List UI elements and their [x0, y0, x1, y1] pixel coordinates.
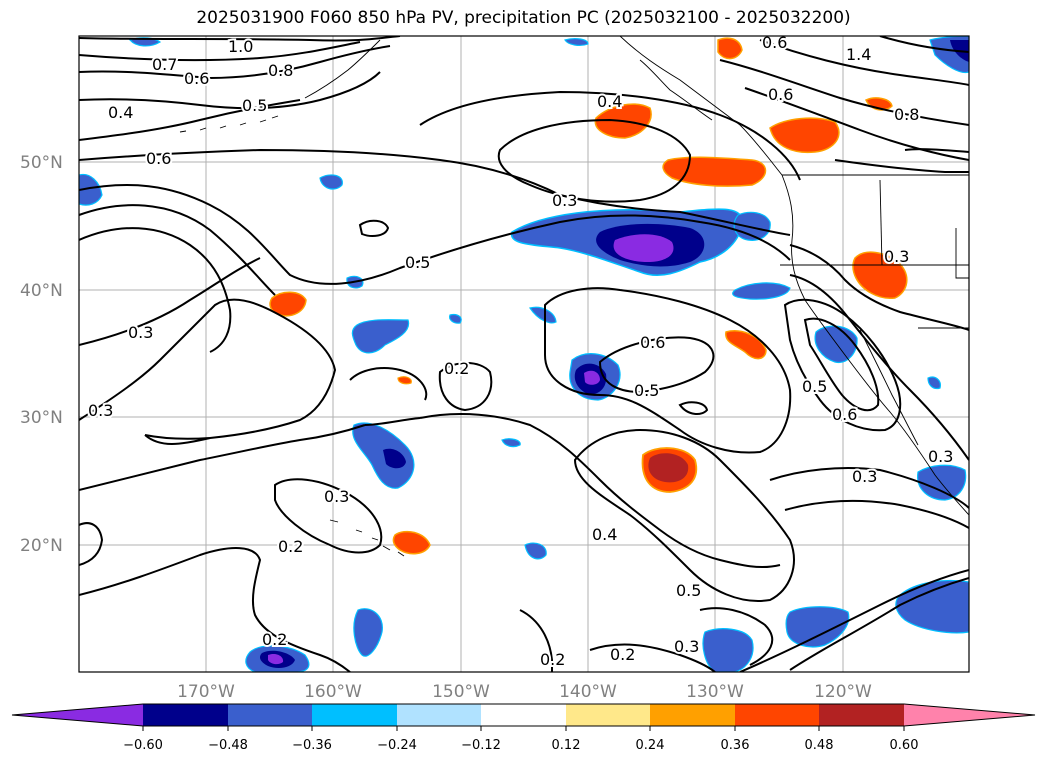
colorbar-segment	[397, 704, 481, 726]
contour-label: 0.8	[894, 105, 919, 124]
graticule	[79, 36, 969, 672]
colorbar-segment	[143, 704, 228, 726]
colorbar-tick-label: −0.24	[377, 738, 417, 753]
contour-label: 0.8	[268, 61, 293, 80]
colorbar-tick-label: 0.48	[805, 738, 834, 753]
colorbar-tick-label: −0.12	[461, 738, 501, 753]
contour-label: 0.4	[597, 92, 622, 111]
longitude-labels: 170°W 160°W 150°W 140°W 130°W 120°W	[177, 682, 872, 702]
colorbar-tick-label: 0.60	[890, 738, 919, 753]
lon-label: 140°W	[559, 682, 617, 702]
lon-label: 160°W	[304, 682, 362, 702]
colorbar-segment	[228, 704, 312, 726]
colorbar-tick-label: 0.24	[636, 738, 665, 753]
lat-label: 30°N	[20, 408, 63, 428]
lon-label: 150°W	[432, 682, 490, 702]
contour-label: 0.3	[928, 447, 953, 466]
pv-contours	[79, 36, 969, 672]
colorbar-segment	[312, 704, 397, 726]
lon-label: 170°W	[177, 682, 235, 702]
contour-label: 0.3	[88, 401, 113, 420]
colorbar: −0.60 −0.48 −0.36 −0.24 −0.12 0.12 0.24 …	[11, 703, 1036, 753]
lat-label: 20°N	[20, 536, 63, 556]
precip-positive	[269, 37, 908, 555]
contour-label: 0.3	[852, 467, 877, 486]
colorbar-segment	[650, 704, 735, 726]
contour-label: 0.3	[674, 637, 699, 656]
colorbar-segment	[819, 704, 904, 726]
contour-label: 0.4	[592, 525, 617, 544]
contour-label: 0.2	[610, 645, 635, 664]
contour-label: 0.7	[152, 55, 177, 74]
map-frame	[78, 35, 970, 673]
contour-label: 0.5	[802, 377, 827, 396]
colorbar-extend-min	[12, 704, 143, 726]
contour-label: 0.6	[184, 69, 209, 88]
colorbar-tick-label: −0.36	[292, 738, 332, 753]
colorbar-tick-label: −0.48	[208, 738, 248, 753]
map-title: 2025031900 F060 850 hPa PV, precipitatio…	[196, 8, 851, 28]
lat-label: 50°N	[20, 153, 63, 173]
colorbar-segment	[481, 704, 566, 726]
contour-label: 0.6	[762, 33, 787, 52]
contour-label: 0.2	[444, 359, 469, 378]
contour-label: 0.3	[884, 247, 909, 266]
contour-label: 0.5	[405, 253, 430, 272]
contour-label: 0.3	[128, 323, 153, 342]
contour-label: 0.5	[676, 581, 701, 600]
lon-label: 130°W	[686, 682, 744, 702]
contour-labels: 1.0 0.7 0.6 0.8 0.5 0.4 1.4 0.6 0.8 0.6 …	[86, 33, 955, 671]
colorbar-tick-label: −0.60	[123, 738, 163, 753]
contour-label: 1.0	[228, 37, 253, 56]
latitude-labels: 50°N 40°N 30°N 20°N	[20, 153, 63, 556]
colorbar-segment	[566, 704, 650, 726]
contour-label: 0.6	[768, 85, 793, 104]
contour-label: 0.2	[540, 650, 565, 669]
colorbar-tick-label: 0.36	[721, 738, 750, 753]
colorbar-ticks	[142, 726, 905, 731]
contour-label: 0.5	[634, 381, 659, 400]
contour-label: 0.6	[640, 333, 665, 352]
colorbar-extend-max	[904, 704, 1035, 726]
contour-label: 0.3	[324, 487, 349, 506]
contour-label: 0.2	[278, 537, 303, 556]
contour-label: 0.4	[108, 103, 133, 122]
lon-label: 120°W	[814, 682, 872, 702]
contour-label: 1.4	[846, 45, 871, 64]
contour-label: 0.6	[146, 149, 171, 168]
contour-label: 0.6	[832, 405, 857, 424]
colorbar-tick-label: 0.12	[552, 738, 581, 753]
contour-label: 0.5	[242, 96, 267, 115]
coastlines	[179, 36, 969, 557]
colorbar-segment	[735, 704, 819, 726]
contour-label: 0.2	[262, 630, 287, 649]
contour-label: 0.3	[552, 191, 577, 210]
lat-label: 40°N	[20, 281, 63, 301]
